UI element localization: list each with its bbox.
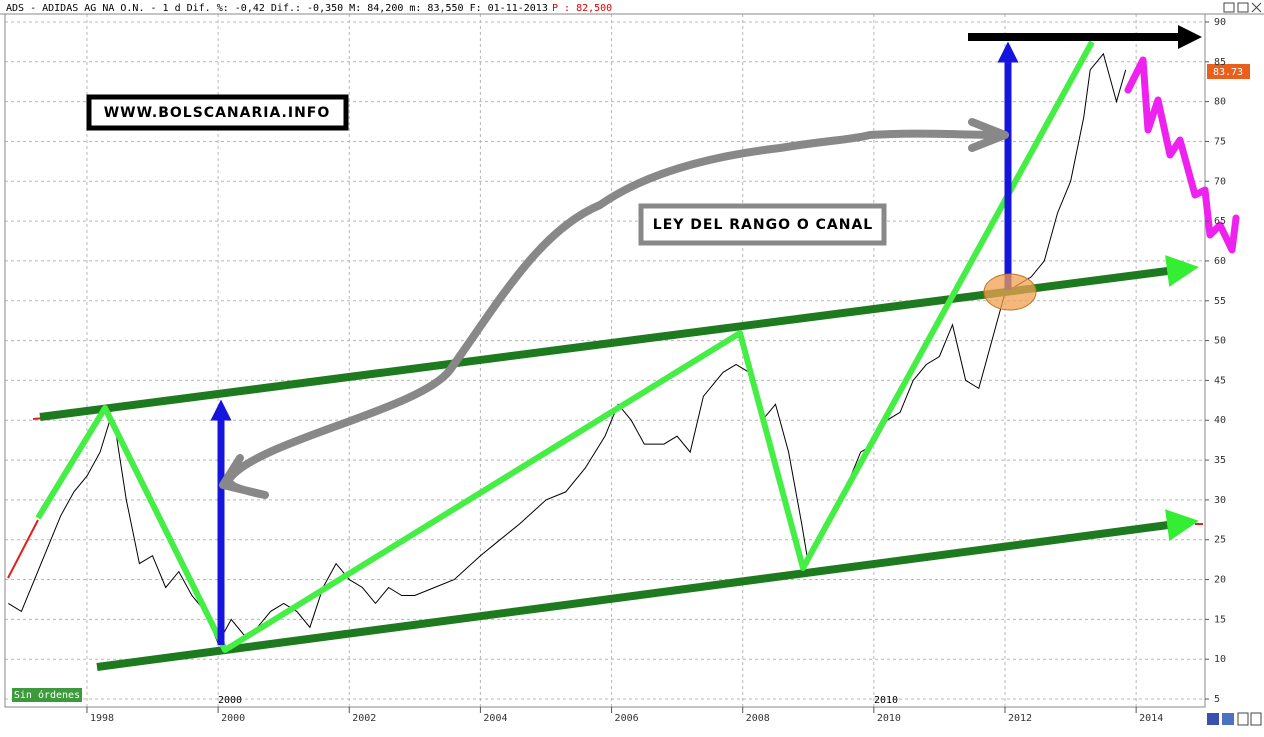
annotation: 2000 [218,695,242,706]
projection-drawing [1124,56,1240,254]
window-controls[interactable] [1223,2,1262,13]
x-tick-label: 2008 [746,713,770,724]
grid [5,14,1205,707]
y-tick-label: 25 [1214,535,1226,546]
y-tick-label: 65 [1214,216,1226,227]
status: Sin órdenes [14,689,80,701]
y-tick-label: 50 [1214,336,1226,347]
watermark-box [86,94,349,131]
gray-arrow [219,118,1009,499]
y-tick-label: 20 [1214,575,1226,586]
x-tick-label: 2012 [1008,713,1032,724]
x-tick-label: 2006 [615,713,639,724]
y-tick-label: 90 [1214,17,1226,28]
y-tick-label: 45 [1214,375,1226,386]
x-tick-label: 2000 [221,713,245,724]
y-tick-label: 60 [1214,256,1226,267]
y-tick-label: 15 [1214,614,1226,625]
lower-channel-line [96,509,1199,671]
toolbar[interactable] [1207,712,1262,726]
status-box [12,688,82,702]
y-tick-label: 10 [1214,654,1226,665]
y-tick-label: 70 [1214,176,1226,187]
last-value: 83.73 [1213,67,1243,78]
y-tick-label: 55 [1214,296,1226,307]
y-tick-label: 5 [1214,694,1220,705]
y-tick-label: 40 [1214,415,1226,426]
x-tick-label: 2014 [1139,713,1163,724]
y-tick-label: 30 [1214,495,1226,506]
watermark: WWW.BOLSCANARIA.INFO [104,105,331,121]
annotation: 2010 [874,695,898,706]
y-tick-label: 35 [1214,455,1226,466]
note-box [638,203,887,246]
last-value-box [1207,64,1250,79]
y-tick-label: 75 [1214,136,1226,147]
x-tick-label: 2010 [877,713,901,724]
x-tick-label: 2002 [352,713,376,724]
zigzag-drawing [35,40,1095,653]
price-label: P : 82,500 [552,3,612,14]
breakout-marker [983,273,1037,311]
chart-title: ADS - ADIDAS AG NA O.N. - 1 d Dif. %: -0… [6,3,548,14]
y-tick-label: 85 [1214,57,1226,68]
drawing [7,519,39,579]
x-tick-label: 2004 [483,713,507,724]
price-line [8,52,1127,645]
x-tick-label: 1998 [90,713,114,724]
note: LEY DEL RANGO O CANAL [653,217,873,233]
y-tick-label: 80 [1214,97,1226,108]
series-layer [8,52,1127,645]
